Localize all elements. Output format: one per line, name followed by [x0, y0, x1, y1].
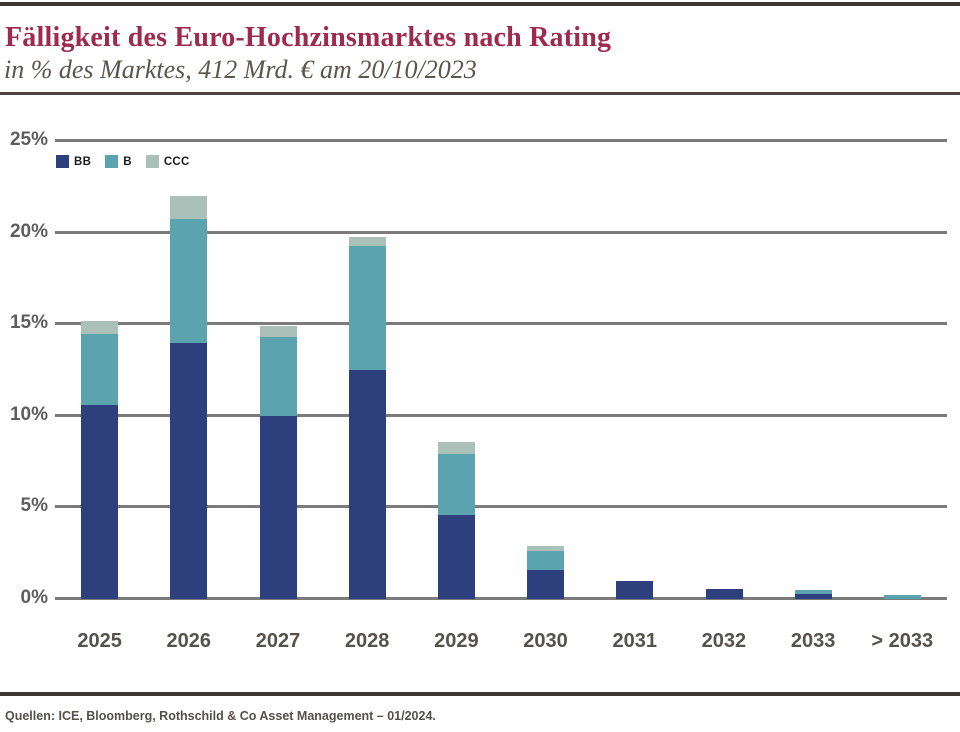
bar-segment-bb: [170, 342, 208, 599]
bar-segment-bb: [81, 405, 119, 599]
x-tick-label-2032: 2032: [701, 630, 747, 652]
gridline-25: [55, 139, 947, 142]
x-tick-label-2033: 2033: [790, 630, 836, 652]
bar-2033: [794, 589, 832, 599]
bar-2032: [705, 588, 743, 599]
bar-segment-b: [527, 551, 565, 570]
bar-segment-ccc: [259, 326, 297, 338]
bar-segment-bb: [348, 370, 386, 599]
bar-segment-b: [883, 595, 921, 599]
bar-segment-bb: [616, 580, 654, 599]
source-note: Quellen: ICE, Bloomberg, Rothschild & Co…: [5, 709, 436, 723]
bar-segment-b: [348, 245, 386, 371]
bar-segment-bb: [705, 588, 743, 599]
bar-2031: [616, 580, 654, 599]
x-tick-label-2026: 2026: [166, 630, 212, 652]
gridline-10: [55, 413, 947, 417]
y-tick-label-20: 20%: [9, 220, 48, 242]
legend-swatch-ccc: [145, 155, 159, 168]
top-border-rule: [0, 2, 960, 6]
x-tick-label-2029: 2029: [434, 630, 479, 652]
bar-2028: [348, 236, 386, 599]
bar-segment-b: [259, 337, 297, 416]
legend-item-bb: BB: [56, 155, 91, 168]
plot-area: 0% 5% 10% 15% 20% 25% BB B CCC: [10, 129, 947, 608]
gridline-15: [55, 322, 947, 325]
y-tick-label-15: 15%: [9, 312, 48, 333]
legend: BB B CCC: [56, 155, 190, 168]
bar-segment-ccc: [348, 236, 386, 246]
y-tick-label-10: 10%: [9, 403, 48, 425]
legend-item-b: B: [105, 155, 132, 168]
chart-title: Fälligkeit des Euro-Hochzinsmarktes nach…: [5, 22, 612, 53]
bar-segment-b: [170, 219, 208, 343]
legend-label-bb: BB: [74, 155, 92, 168]
bar-2025: [81, 320, 119, 599]
bar-segment-b: [81, 333, 119, 406]
bar-segment-bb: [259, 416, 297, 599]
bar-2029: [437, 441, 475, 599]
x-tick-label-2028: 2028: [344, 630, 390, 652]
bar-segment-b: [794, 589, 832, 595]
footer-divider-rule: [0, 692, 960, 696]
bar-segment-bb: [437, 514, 475, 599]
bar-segment-b: [437, 454, 475, 515]
header-divider-rule: [0, 92, 960, 95]
legend-label-ccc: CCC: [163, 155, 190, 168]
bar-segment-bb: [794, 594, 832, 599]
x-tick-label-2025: 2025: [77, 630, 122, 652]
legend-swatch-bb: [56, 155, 69, 168]
y-tick-label-0: 0%: [20, 586, 48, 608]
y-tick-label-5: 5%: [20, 495, 48, 516]
bar-segment-ccc: [170, 196, 208, 220]
y-tick-label-25: 25%: [9, 129, 48, 150]
bar-2027: [259, 326, 297, 599]
x-tick-label-2030: 2030: [523, 630, 568, 652]
legend-swatch-b: [105, 155, 119, 168]
gridline-5: [55, 505, 947, 508]
x-axis-labels: 2025 2026 2027 2028 2029 2030 2031 2032 2033 > 20…: [55, 630, 947, 653]
bar-segment-ccc: [437, 441, 475, 455]
bar-segment-ccc: [527, 545, 565, 552]
chart-subtitle: in % des Marktes, 412 Mrd. € am 20/10/20…: [4, 55, 477, 84]
legend-label-b: B: [123, 155, 132, 168]
gridline-0: [55, 596, 947, 600]
x-tick-label-2027: 2027: [255, 630, 301, 652]
bar-2033: [883, 595, 921, 599]
bar-2030: [527, 545, 565, 599]
bar-2026: [170, 196, 208, 599]
bar-segment-ccc: [81, 320, 119, 334]
x-tick-label-2031: 2031: [612, 630, 657, 652]
x-tick-label-2033: > 2033: [871, 630, 934, 652]
legend-item-ccc: CCC: [145, 155, 190, 168]
gridline-20: [55, 230, 947, 234]
bar-segment-bb: [527, 569, 565, 599]
